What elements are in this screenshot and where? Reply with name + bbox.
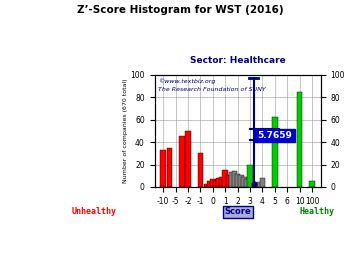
Bar <box>207 181 212 187</box>
Bar <box>204 184 210 187</box>
Bar <box>241 177 247 187</box>
Bar <box>226 175 231 187</box>
Bar <box>235 174 240 187</box>
Text: 5.7659: 5.7659 <box>257 131 292 140</box>
Bar <box>198 153 203 187</box>
Text: Unhealthy: Unhealthy <box>71 207 116 216</box>
Bar <box>257 183 262 187</box>
Bar <box>167 148 172 187</box>
Text: ©www.textbiz.org: ©www.textbiz.org <box>158 78 215 84</box>
Bar <box>297 92 302 187</box>
Bar <box>260 178 265 187</box>
Bar <box>179 137 185 187</box>
Bar <box>216 178 222 187</box>
Bar <box>161 150 166 187</box>
Y-axis label: Number of companies (670 total): Number of companies (670 total) <box>122 79 127 183</box>
Text: Healthy: Healthy <box>299 207 334 216</box>
Bar <box>309 181 315 187</box>
Text: The Research Foundation of SUNY: The Research Foundation of SUNY <box>158 87 266 92</box>
Bar <box>253 185 259 187</box>
Bar <box>213 181 219 187</box>
Bar <box>219 177 225 187</box>
Text: Score: Score <box>224 207 251 216</box>
Bar <box>210 179 216 187</box>
Text: Z’-Score Histogram for WST (2016): Z’-Score Histogram for WST (2016) <box>77 5 283 15</box>
Bar <box>185 131 191 187</box>
Bar <box>238 175 243 187</box>
Bar <box>272 117 278 187</box>
Bar <box>229 172 234 187</box>
Bar <box>222 170 228 187</box>
Text: Sector: Healthcare: Sector: Healthcare <box>190 56 285 65</box>
Bar <box>232 171 237 187</box>
Bar <box>247 164 253 187</box>
Bar <box>244 179 250 187</box>
